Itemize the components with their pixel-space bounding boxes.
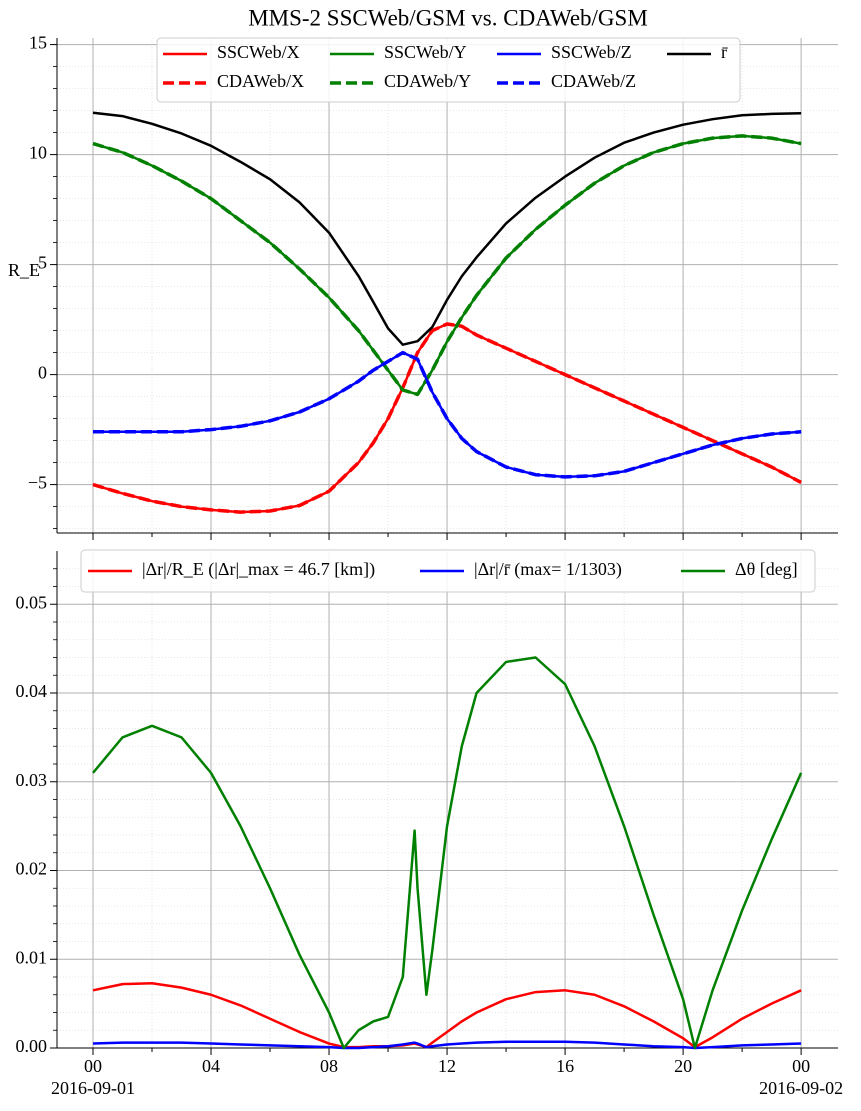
x-tick-sublabel: 2016-09-01 bbox=[51, 1078, 135, 1098]
legend-label: Δθ [deg] bbox=[735, 559, 798, 579]
legend-label: CDAWeb/Z bbox=[551, 71, 636, 91]
series-line bbox=[93, 350, 802, 479]
y-tick-label: 0 bbox=[38, 363, 47, 383]
legend-label: CDAWeb/Y bbox=[384, 71, 471, 91]
series-line bbox=[92, 134, 802, 397]
y-tick-label: 5 bbox=[38, 253, 47, 273]
series-line bbox=[92, 1040, 802, 1050]
legend-label: r̄ bbox=[721, 42, 728, 62]
y-tick-label: 0.01 bbox=[16, 947, 48, 967]
legend-label: SSCWeb/Z bbox=[551, 42, 632, 62]
y-tick-label: 0.02 bbox=[16, 859, 48, 879]
series-line bbox=[92, 656, 803, 1050]
x-tick-label: 20 bbox=[674, 1056, 692, 1076]
x-tick-label: 08 bbox=[320, 1056, 338, 1076]
x-tick-sublabel: 2016-09-02 bbox=[759, 1078, 843, 1098]
x-tick-label: 12 bbox=[438, 1056, 456, 1076]
y-tick-label: −5 bbox=[28, 473, 47, 493]
x-tick-label: 00 bbox=[84, 1056, 102, 1076]
y-axis-label: R_E bbox=[8, 260, 40, 280]
y-tick-label: 0.03 bbox=[16, 770, 48, 790]
series-line bbox=[92, 322, 802, 514]
legend-label: |Δr|/r̄ (max= 1/1303) bbox=[474, 559, 622, 580]
x-tick-label: 16 bbox=[556, 1056, 574, 1076]
y-tick-label: 15 bbox=[29, 33, 47, 53]
legend-label: |Δr|/R_E (|Δr|_max = 46.7 [km]) bbox=[142, 559, 375, 580]
legend-label: CDAWeb/X bbox=[217, 71, 304, 91]
legend-label: SSCWeb/Y bbox=[384, 42, 467, 62]
x-tick-label: 00 bbox=[792, 1056, 810, 1076]
legend-label: SSCWeb/X bbox=[217, 42, 300, 62]
y-tick-label: 0.05 bbox=[16, 592, 48, 612]
y-tick-label: 0.04 bbox=[16, 681, 48, 701]
chart-title: MMS-2 SSCWeb/GSM vs. CDAWeb/GSM bbox=[248, 5, 648, 30]
y-tick-label: 0.00 bbox=[16, 1036, 48, 1056]
legend-box bbox=[156, 37, 741, 103]
x-tick-label: 04 bbox=[202, 1056, 220, 1076]
series-line bbox=[92, 111, 802, 346]
y-tick-label: 10 bbox=[29, 143, 47, 163]
